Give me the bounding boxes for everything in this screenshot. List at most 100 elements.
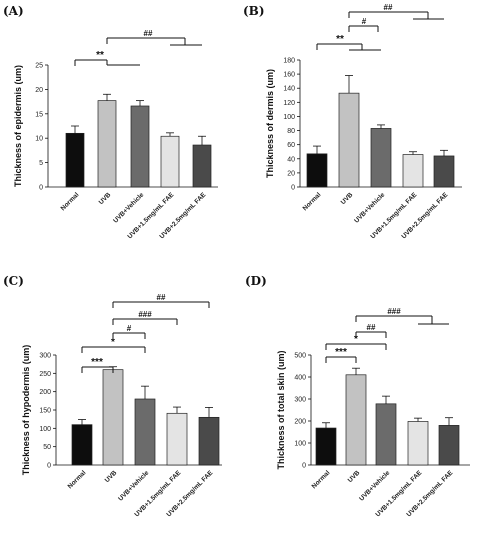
- y-tick-label: 100: [39, 426, 51, 433]
- y-tick-label: 5: [39, 160, 43, 167]
- y-tick-label: 250: [39, 371, 51, 378]
- bar-5: [198, 416, 220, 466]
- y-axis-label: Thickness of hypodermis (um): [21, 345, 31, 476]
- panel-label: (A): [3, 4, 24, 18]
- bar-2: [97, 100, 117, 188]
- significance-label: *: [111, 337, 115, 348]
- significance-bracket-5: ##: [112, 293, 210, 308]
- significance-bracket-4: ###: [355, 307, 449, 325]
- significance-bracket-2: #: [348, 17, 379, 32]
- significance-label: ###: [138, 310, 152, 319]
- significance-label: **: [96, 50, 104, 61]
- x-tick-label: Normal: [60, 191, 81, 212]
- y-tick-label: 20: [287, 170, 295, 177]
- bar-2: [345, 374, 367, 466]
- bar-4: [160, 135, 180, 188]
- y-tick-label: 0: [39, 185, 43, 192]
- y-tick-label: 10: [35, 136, 43, 143]
- significance-label: ##: [144, 29, 153, 38]
- x-tick-label: UVB+Vehicle: [117, 469, 150, 502]
- y-tick-label: 140: [283, 86, 295, 93]
- bar-2: [102, 369, 124, 466]
- bar-5: [433, 155, 455, 188]
- y-tick-label: 100: [294, 441, 306, 448]
- bar-5: [192, 144, 212, 188]
- x-tick-label: UVB+Vehicle: [358, 469, 391, 502]
- bar-1: [71, 424, 93, 466]
- y-tick-label: 50: [43, 444, 51, 451]
- x-tick-label: UVB: [104, 469, 119, 484]
- bar-4: [166, 412, 188, 466]
- y-tick-label: 300: [39, 353, 51, 360]
- chart-panel-1: (A) 0 5 10 15 20 25 Thickness of epidermis (um)…: [3, 4, 218, 240]
- bar-1: [65, 132, 85, 188]
- significance-bracket-1: **: [74, 50, 140, 66]
- bar-3: [375, 403, 397, 466]
- bar-1: [306, 153, 328, 188]
- y-tick-label: 60: [287, 142, 295, 149]
- significance-label: ##: [367, 323, 376, 332]
- y-tick-label: 180: [283, 58, 295, 65]
- bar-1: [315, 427, 337, 466]
- panel-label: (D): [245, 274, 267, 288]
- y-tick-label: 150: [39, 408, 51, 415]
- bar-3: [130, 105, 150, 188]
- significance-bracket-3: #: [112, 324, 146, 339]
- y-tick-label: 40: [287, 156, 295, 163]
- y-tick-label: 0: [291, 185, 295, 192]
- x-tick-label: UVB+Vehicle: [353, 191, 386, 224]
- significance-label: ##: [157, 293, 166, 302]
- chart-panel-3: (C) 0 50 100 150 200 250 300 Thickness of hypode…: [3, 274, 222, 518]
- bar-3: [370, 128, 392, 188]
- significance-bracket-2: ##: [106, 29, 202, 46]
- significance-label: ##: [384, 3, 393, 12]
- significance-bracket-2: *: [325, 334, 387, 350]
- x-tick-label: Normal: [311, 469, 332, 490]
- significance-bracket-4: ###: [112, 310, 178, 325]
- x-tick-label: Normal: [67, 469, 88, 490]
- bar-4: [407, 421, 429, 466]
- significance-label: ***: [91, 357, 103, 368]
- chart-panel-2: (B) 0 20 40 60 80 100 120 140 160 180 Thickness of …: [243, 3, 462, 240]
- significance-bracket-1: ***: [81, 357, 114, 373]
- significance-label: #: [127, 324, 132, 333]
- bar-5: [438, 425, 460, 466]
- y-axis-label: Thickness of dermis (um): [265, 69, 275, 178]
- significance-label: #: [362, 17, 367, 26]
- y-tick-label: 160: [283, 72, 295, 79]
- y-tick-label: 200: [39, 389, 51, 396]
- significance-label: **: [336, 34, 344, 45]
- x-tick-label: Normal: [302, 191, 323, 212]
- y-tick-label: 0: [47, 463, 51, 470]
- significance-label: *: [354, 334, 358, 345]
- y-tick-label: 300: [294, 397, 306, 404]
- y-axis-label: Thickness of total skin (um): [276, 350, 286, 469]
- y-tick-label: 100: [283, 114, 295, 121]
- significance-bracket-3: ##: [355, 323, 387, 338]
- significance-bracket-1: **: [316, 34, 381, 51]
- bar-3: [134, 398, 156, 466]
- significance-bracket-3: ##: [348, 3, 444, 20]
- y-tick-label: 20: [35, 87, 43, 94]
- chart-panel-4: (D) 0 100 200 300 400 500 Thickness of total sk…: [245, 274, 470, 518]
- y-axis-label: Thickness of epidermis (um): [13, 65, 23, 187]
- y-tick-label: 25: [35, 63, 43, 70]
- y-tick-label: 200: [294, 419, 306, 426]
- bar-2: [338, 92, 360, 188]
- x-tick-label: UVB: [347, 469, 362, 484]
- y-tick-label: 80: [287, 128, 295, 135]
- panel-label: (B): [243, 4, 265, 18]
- y-tick-label: 15: [35, 111, 43, 118]
- x-tick-label: UVB+Vehicle: [112, 191, 145, 224]
- y-tick-label: 120: [283, 100, 295, 107]
- significance-label: ###: [387, 307, 401, 316]
- y-tick-label: 400: [294, 375, 306, 382]
- x-tick-label: UVB: [340, 191, 355, 206]
- bar-4: [402, 154, 424, 188]
- significance-bracket-1: ***: [325, 347, 357, 363]
- panel-label: (C): [3, 274, 24, 288]
- x-tick-label: UVB: [98, 191, 113, 206]
- y-tick-label: 500: [294, 353, 306, 360]
- significance-bracket-2: *: [81, 337, 146, 353]
